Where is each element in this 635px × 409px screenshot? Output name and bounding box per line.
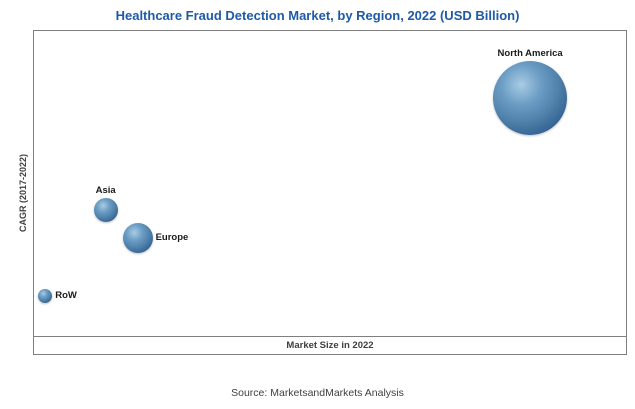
chart-title: Healthcare Fraud Detection Market, by Re… (115, 8, 520, 23)
bubble-north-america (493, 60, 568, 135)
plot-inner: North America Asia Europe RoW (34, 31, 626, 337)
bubble-label-asia: Asia (95, 184, 116, 196)
x-axis-title: Market Size in 2022 (286, 340, 374, 351)
x-axis-strip: Market Size in 2022 (34, 336, 626, 354)
bubble-europe (122, 222, 153, 253)
bubble-label-row: RoW (55, 290, 77, 302)
bubble-label-north-america: North America (497, 47, 563, 59)
y-axis-title: CAGR (2017-2022) (18, 153, 28, 232)
plot-area: North America Asia Europe RoW Market Size i… (33, 30, 627, 355)
bubble-label-europe: Europe (155, 231, 189, 243)
source-attribution: Source: MarketsandMarkets Analysis (231, 387, 404, 399)
bubble-asia (93, 197, 118, 222)
bubble-row (38, 289, 53, 304)
